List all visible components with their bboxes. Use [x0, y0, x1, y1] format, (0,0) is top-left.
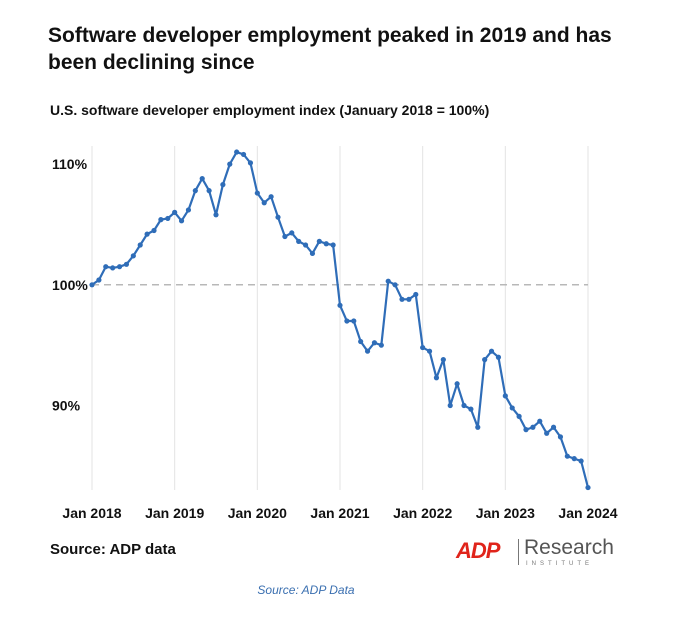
- data-point: [392, 282, 398, 288]
- data-point: [571, 456, 577, 462]
- x-tick-label: Jan 2024: [558, 505, 617, 521]
- data-point: [192, 188, 198, 194]
- data-point: [309, 250, 316, 257]
- data-point: [316, 238, 322, 244]
- data-point: [116, 264, 123, 270]
- data-point: [564, 453, 570, 459]
- data-point: [420, 344, 426, 351]
- chart-subtitle: U.S. software developer employment index…: [50, 102, 490, 118]
- y-axis-ticks: 110% 100% 90%: [52, 156, 88, 413]
- data-point: [530, 424, 536, 430]
- logo-divider: [518, 539, 519, 565]
- data-point: [165, 215, 171, 222]
- data-point: [137, 242, 143, 248]
- data-point: [296, 238, 302, 244]
- data-point: [234, 149, 240, 155]
- x-axis-ticks: Jan 2018 Jan 2019 Jan 2020 Jan 2021 Jan 2022…: [62, 505, 617, 521]
- data-point: [337, 302, 343, 308]
- data-point: [213, 212, 219, 218]
- data-point: [220, 182, 226, 188]
- data-point: [199, 175, 205, 182]
- y-tick-label: 90%: [52, 398, 81, 414]
- data-point: [289, 230, 295, 236]
- y-tick-label: 110%: [52, 156, 88, 172]
- gridlines: [91, 146, 589, 490]
- logo-research-text: Research: [524, 536, 614, 559]
- data-point: [268, 194, 274, 200]
- data-point: [468, 406, 474, 412]
- x-tick-label: Jan 2021: [310, 505, 369, 521]
- data-point: [172, 209, 178, 215]
- data-point: [227, 161, 233, 167]
- data-point: [247, 160, 254, 166]
- data-point: [158, 217, 164, 223]
- data-point: [323, 241, 329, 247]
- x-tick-label: Jan 2020: [228, 505, 287, 521]
- logo-institute-text: INSTITUTE: [526, 561, 593, 567]
- adp-logo-mark: ADP: [456, 538, 500, 563]
- y-tick-label: 100%: [52, 277, 88, 293]
- data-point: [151, 227, 157, 234]
- data-point: [364, 348, 371, 354]
- data-point: [110, 265, 116, 271]
- data-point: [585, 484, 591, 491]
- data-point: [447, 402, 453, 409]
- data-point: [550, 424, 557, 430]
- data-point: [509, 405, 515, 411]
- data-point: [96, 277, 102, 283]
- data-point: [330, 242, 336, 248]
- data-point: [178, 218, 185, 224]
- data-point: [103, 264, 109, 270]
- data-point: [406, 296, 412, 302]
- data-point: [344, 318, 350, 324]
- data-point: [433, 375, 440, 381]
- data-point: [254, 190, 260, 196]
- data-point: [440, 357, 446, 363]
- data-point: [475, 424, 481, 430]
- data-points: [89, 149, 591, 491]
- data-point: [144, 231, 150, 237]
- chart-title: Software developer employment peaked in …: [48, 24, 612, 74]
- x-tick-label: Jan 2023: [476, 505, 535, 521]
- data-point: [130, 253, 136, 259]
- data-point: [544, 430, 550, 436]
- data-point: [261, 200, 267, 206]
- x-tick-label: Jan 2022: [393, 505, 452, 521]
- data-point: [351, 318, 357, 324]
- data-point: [282, 233, 288, 240]
- data-point: [502, 393, 508, 399]
- data-point: [454, 381, 460, 387]
- data-point: [537, 418, 543, 424]
- data-point: [426, 348, 433, 354]
- data-point: [461, 402, 467, 409]
- data-point: [482, 357, 488, 363]
- data-point: [185, 207, 192, 213]
- x-tick-label: Jan 2019: [145, 505, 204, 521]
- data-point: [358, 338, 364, 345]
- data-point: [578, 458, 584, 464]
- data-point: [557, 434, 564, 440]
- data-point: [488, 348, 495, 354]
- image-caption: Source: ADP Data: [257, 583, 355, 597]
- data-point: [523, 427, 529, 433]
- data-point: [413, 291, 419, 298]
- data-point: [378, 342, 384, 348]
- data-point: [240, 151, 247, 158]
- data-point: [399, 296, 405, 302]
- data-point: [516, 413, 522, 419]
- data-point: [302, 242, 309, 248]
- data-point: [206, 188, 212, 194]
- data-point: [495, 354, 502, 360]
- data-point: [371, 340, 378, 346]
- x-tick-label: Jan 2018: [62, 505, 121, 521]
- source-note: Source: ADP data: [50, 541, 176, 558]
- data-point: [89, 282, 95, 288]
- adp-research-logo: ADP Research INSTITUTE: [456, 536, 626, 570]
- data-point: [385, 278, 391, 284]
- data-point: [123, 261, 130, 267]
- data-point: [275, 214, 281, 220]
